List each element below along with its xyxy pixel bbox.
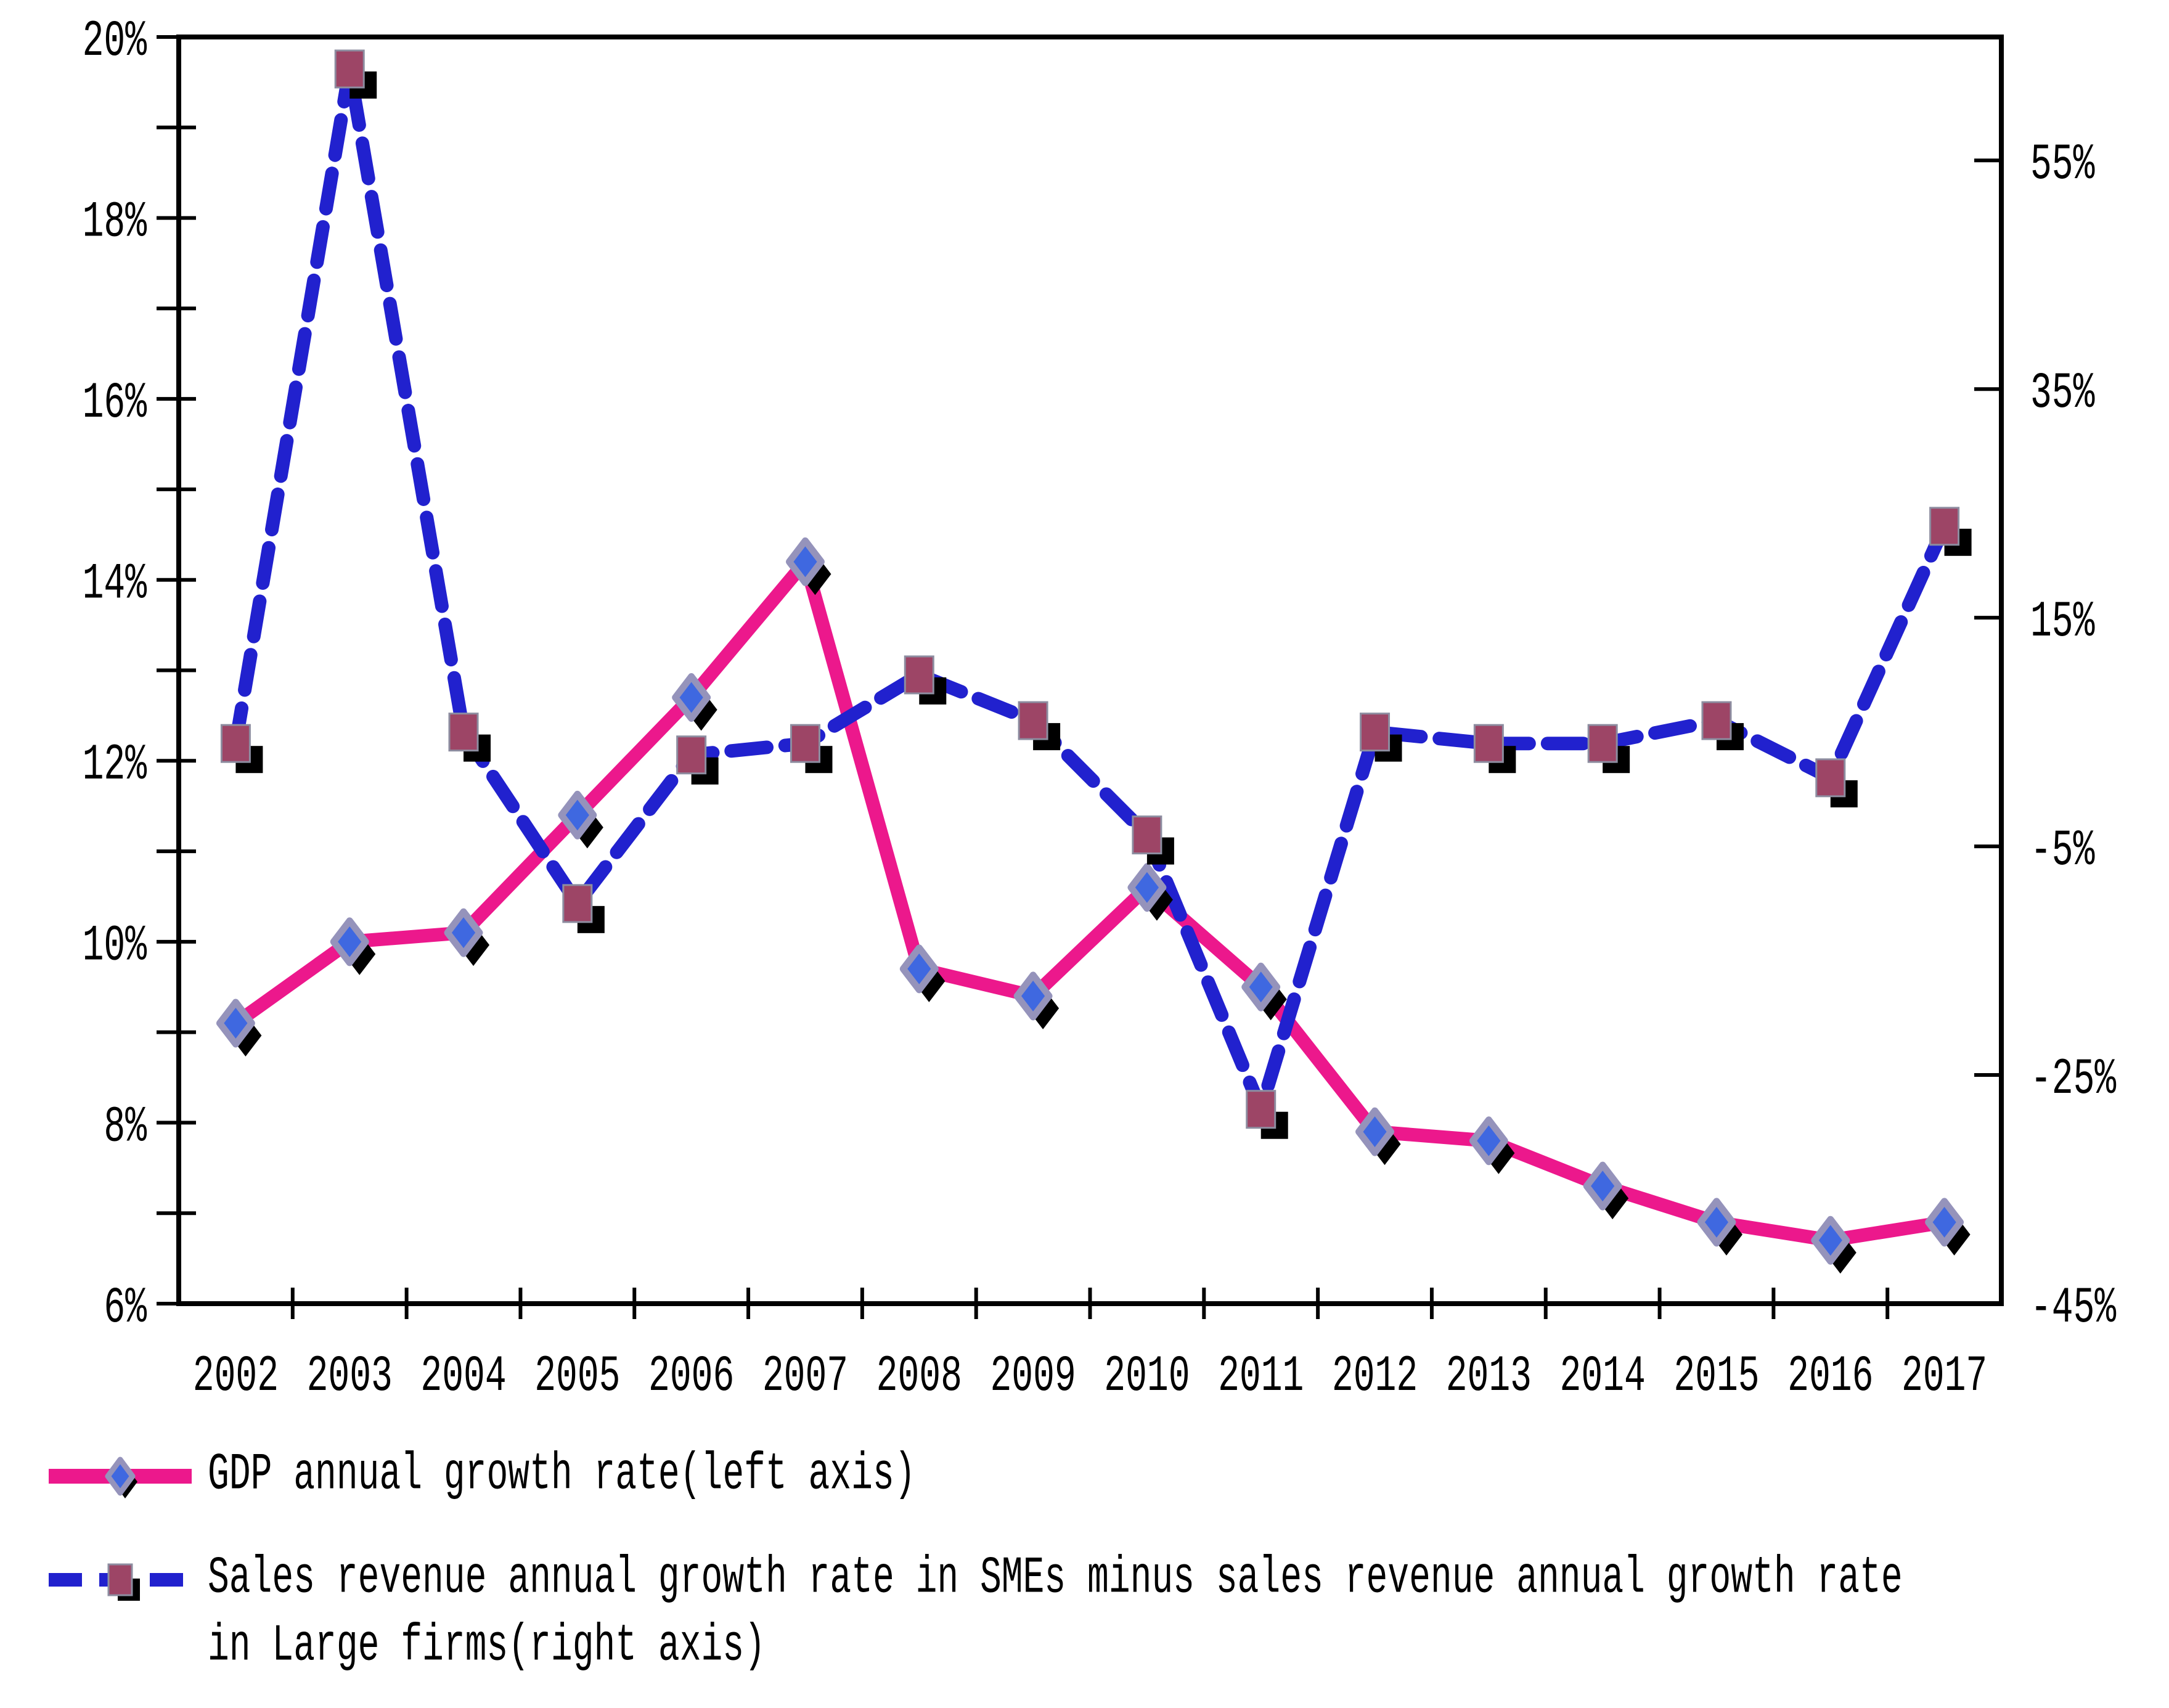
left-axis-tick-label: 20% xyxy=(83,14,147,71)
left-axis-tick-label: 14% xyxy=(83,556,147,613)
gdp-marker xyxy=(1811,1216,1850,1265)
legend-sme-diff-marker xyxy=(107,1563,133,1596)
x-axis-label: 2006 xyxy=(648,1349,734,1406)
sme-diff-marker xyxy=(1132,815,1162,855)
x-axis-label: 2017 xyxy=(1901,1349,1987,1406)
x-axis-label: 2016 xyxy=(1787,1349,1873,1406)
x-axis-label: 2009 xyxy=(990,1349,1076,1406)
left-axis-tick-label: 6% xyxy=(104,1280,147,1338)
gdp-line xyxy=(229,555,1951,1248)
gdp-marker xyxy=(1241,962,1281,1011)
gdp-marker xyxy=(216,999,255,1048)
left-axis-tick-label: 18% xyxy=(83,194,147,251)
sme-diff-marker xyxy=(1360,713,1391,752)
legend-item-sme-diff: Sales revenue annual growth rate in SMEs… xyxy=(46,1545,1934,1676)
sme-diff-marker xyxy=(904,655,934,695)
right-axis-tick-label: 55% xyxy=(2030,137,2095,194)
gdp-marker xyxy=(444,908,483,957)
gdp-line-swatch-icon xyxy=(49,1457,192,1498)
left-axis-tick-label: 10% xyxy=(83,918,147,976)
sme-diff-dashed-line-swatch-icon xyxy=(49,1563,192,1601)
sme-diff-marker xyxy=(1701,701,1732,740)
sme-diff-marker xyxy=(1018,701,1048,740)
x-axis-label: 2013 xyxy=(1446,1349,1532,1406)
sme-diff-marker xyxy=(1473,724,1504,763)
sme-diff-marker xyxy=(448,713,479,752)
legend-label-sme-diff: Sales revenue annual growth rate in SMEs… xyxy=(208,1550,1924,1676)
gdp-marker xyxy=(1583,1161,1622,1211)
x-axis-label: 2010 xyxy=(1104,1349,1190,1406)
x-axis-label: 2002 xyxy=(193,1349,279,1406)
sme-diff-marker xyxy=(1815,758,1846,798)
sme-diff-marker xyxy=(562,884,593,923)
sme-diff-marker xyxy=(1929,507,1960,546)
x-axis-label: 2008 xyxy=(876,1349,962,1406)
legend-label-gdp: GDP annual growth rate(left axis) xyxy=(208,1446,916,1505)
sme-diff-marker xyxy=(790,724,820,763)
x-axis-label: 2014 xyxy=(1560,1349,1646,1406)
x-axis-label: 2012 xyxy=(1332,1349,1418,1406)
plot-border xyxy=(176,35,2004,1306)
sme-diff-marker xyxy=(334,49,365,89)
x-axis-label: 2005 xyxy=(534,1349,620,1406)
gdp-marker xyxy=(1013,971,1053,1021)
left-axis-tick-label: 16% xyxy=(83,375,147,433)
legend-gdp-marker xyxy=(105,1457,136,1496)
left-axis-tick-label: 12% xyxy=(83,737,147,795)
right-axis-tick-label: 35% xyxy=(2030,366,2095,423)
sme-diff-line xyxy=(229,62,1951,1116)
gdp-marker xyxy=(330,917,369,966)
left-axis-tick-label: 8% xyxy=(104,1099,147,1156)
x-axis-label: 2011 xyxy=(1218,1349,1304,1406)
gdp-marker xyxy=(785,537,825,586)
gdp-marker xyxy=(1127,863,1167,912)
x-axis-label: 2003 xyxy=(307,1349,393,1406)
gdp-marker xyxy=(672,673,711,722)
right-axis-tick-label: -5% xyxy=(2030,823,2095,880)
x-axis-label: 2004 xyxy=(420,1349,506,1406)
gdp-marker xyxy=(1697,1198,1736,1247)
gdp-marker xyxy=(899,944,939,994)
gdp-marker xyxy=(1469,1116,1508,1166)
legend-item-gdp: GDP annual growth rate(left axis) xyxy=(46,1442,916,1511)
sme-diff-marker xyxy=(1587,724,1618,763)
sme-diff-marker xyxy=(1246,1090,1276,1129)
gdp-marker xyxy=(1925,1198,1964,1247)
right-axis-tick-label: 15% xyxy=(2030,594,2095,652)
gdp-marker xyxy=(558,790,597,840)
sme-diff-marker xyxy=(220,724,251,763)
x-axis-label: 2015 xyxy=(1673,1349,1759,1406)
sme-diff-marker xyxy=(676,735,707,775)
gdp-marker xyxy=(1355,1107,1395,1156)
right-axis-tick-label: -25% xyxy=(2030,1052,2116,1109)
right-axis-tick-label: -45% xyxy=(2030,1280,2116,1338)
x-axis-label: 2007 xyxy=(762,1349,848,1406)
